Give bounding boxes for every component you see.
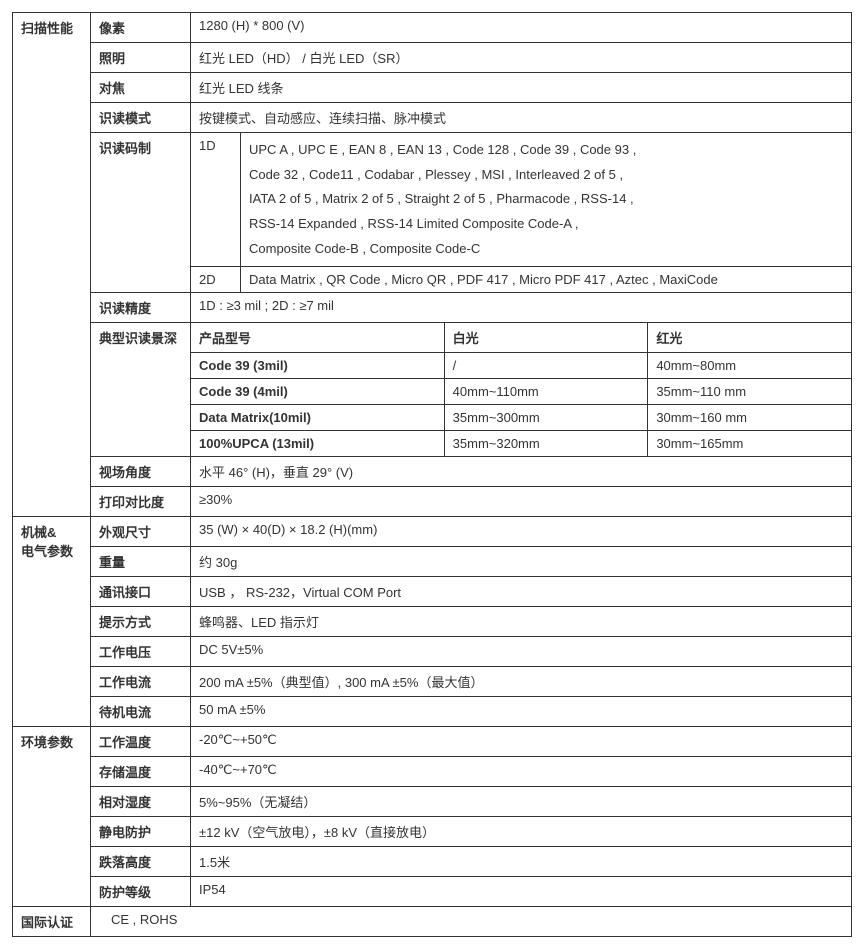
value-indicator: 蜂鸣器、LED 指示灯 bbox=[191, 607, 852, 637]
value-drop: 1.5米 bbox=[191, 847, 852, 877]
sym-2d-label: 2D bbox=[191, 267, 241, 293]
value-weight: 约 30g bbox=[191, 547, 852, 577]
dof-row1-white: 40mm~110mm bbox=[444, 379, 648, 405]
value-precision: 1D : ≥3 mil ; 2D : ≥7 mil bbox=[191, 293, 852, 323]
value-optemp: -20℃~+50℃ bbox=[191, 727, 852, 757]
category-scan: 扫描性能 bbox=[13, 13, 91, 517]
value-contrast: ≥30% bbox=[191, 487, 852, 517]
param-ip: 防护等级 bbox=[91, 877, 191, 907]
value-light: 红光 LED（HD） / 白光 LED（SR） bbox=[191, 43, 852, 73]
dof-row0-white: / bbox=[444, 353, 648, 379]
param-voltage: 工作电压 bbox=[91, 637, 191, 667]
value-ip: IP54 bbox=[191, 877, 852, 907]
param-interface: 通讯接口 bbox=[91, 577, 191, 607]
param-size: 外观尺寸 bbox=[91, 517, 191, 547]
value-current: 200 mA ±5%（典型值）, 300 mA ±5%（最大值） bbox=[191, 667, 852, 697]
value-readmode: 按键模式、自动感应、连续扫描、脉冲模式 bbox=[191, 103, 852, 133]
param-contrast: 打印对比度 bbox=[91, 487, 191, 517]
param-indicator: 提示方式 bbox=[91, 607, 191, 637]
param-readmode: 识读模式 bbox=[91, 103, 191, 133]
param-storetemp: 存储温度 bbox=[91, 757, 191, 787]
param-standby: 待机电流 bbox=[91, 697, 191, 727]
param-focus: 对焦 bbox=[91, 73, 191, 103]
param-light: 照明 bbox=[91, 43, 191, 73]
param-pixel: 像素 bbox=[91, 13, 191, 43]
category-mech: 机械&电气参数 bbox=[13, 517, 91, 727]
param-drop: 跌落高度 bbox=[91, 847, 191, 877]
dof-row2-red: 30mm~160 mm bbox=[648, 405, 852, 431]
value-voltage: DC 5V±5% bbox=[191, 637, 852, 667]
dof-row2-white: 35mm~300mm bbox=[444, 405, 648, 431]
dof-row3-model: 100%UPCA (13mil) bbox=[191, 431, 445, 457]
sym-1d-value: UPC A , UPC E , EAN 8 , EAN 13 , Code 12… bbox=[241, 133, 852, 267]
value-pixel: 1280 (H) * 800 (V) bbox=[191, 13, 852, 43]
value-cert: CE , ROHS bbox=[91, 907, 852, 937]
param-symbology: 识读码制 bbox=[91, 133, 191, 293]
value-standby: 50 mA ±5% bbox=[191, 697, 852, 727]
param-precision: 识读精度 bbox=[91, 293, 191, 323]
dof-row3-red: 30mm~165mm bbox=[648, 431, 852, 457]
dof-header-model: 产品型号 bbox=[191, 323, 445, 353]
dof-row3-white: 35mm~320mm bbox=[444, 431, 648, 457]
sym-1d-label: 1D bbox=[191, 133, 241, 267]
param-current: 工作电流 bbox=[91, 667, 191, 697]
value-focus: 红光 LED 线条 bbox=[191, 73, 852, 103]
value-esd: ±12 kV（空气放电），±8 kV（直接放电） bbox=[191, 817, 852, 847]
category-cert: 国际认证 bbox=[13, 907, 91, 937]
dof-row0-red: 40mm~80mm bbox=[648, 353, 852, 379]
dof-row0-model: Code 39 (3mil) bbox=[191, 353, 445, 379]
param-optemp: 工作温度 bbox=[91, 727, 191, 757]
param-humidity: 相对湿度 bbox=[91, 787, 191, 817]
value-humidity: 5%~95%（无凝结） bbox=[191, 787, 852, 817]
dof-header-red: 红光 bbox=[648, 323, 852, 353]
dof-row1-model: Code 39 (4mil) bbox=[191, 379, 445, 405]
param-esd: 静电防护 bbox=[91, 817, 191, 847]
sym-2d-value: Data Matrix , QR Code , Micro QR , PDF 4… bbox=[241, 267, 852, 293]
value-size: 35 (W) × 40(D) × 18.2 (H)(mm) bbox=[191, 517, 852, 547]
param-dof: 典型识读景深 bbox=[91, 323, 191, 457]
value-fov: 水平 46° (H)，垂直 29° (V) bbox=[191, 457, 852, 487]
spec-table: 扫描性能 像素 1280 (H) * 800 (V) 照明 红光 LED（HD）… bbox=[12, 12, 852, 937]
dof-row2-model: Data Matrix(10mil) bbox=[191, 405, 445, 431]
value-interface: USB ， RS-232，Virtual COM Port bbox=[191, 577, 852, 607]
param-fov: 视场角度 bbox=[91, 457, 191, 487]
category-env: 环境参数 bbox=[13, 727, 91, 907]
dof-header-white: 白光 bbox=[444, 323, 648, 353]
param-weight: 重量 bbox=[91, 547, 191, 577]
dof-row1-red: 35mm~110 mm bbox=[648, 379, 852, 405]
value-storetemp: -40℃~+70℃ bbox=[191, 757, 852, 787]
